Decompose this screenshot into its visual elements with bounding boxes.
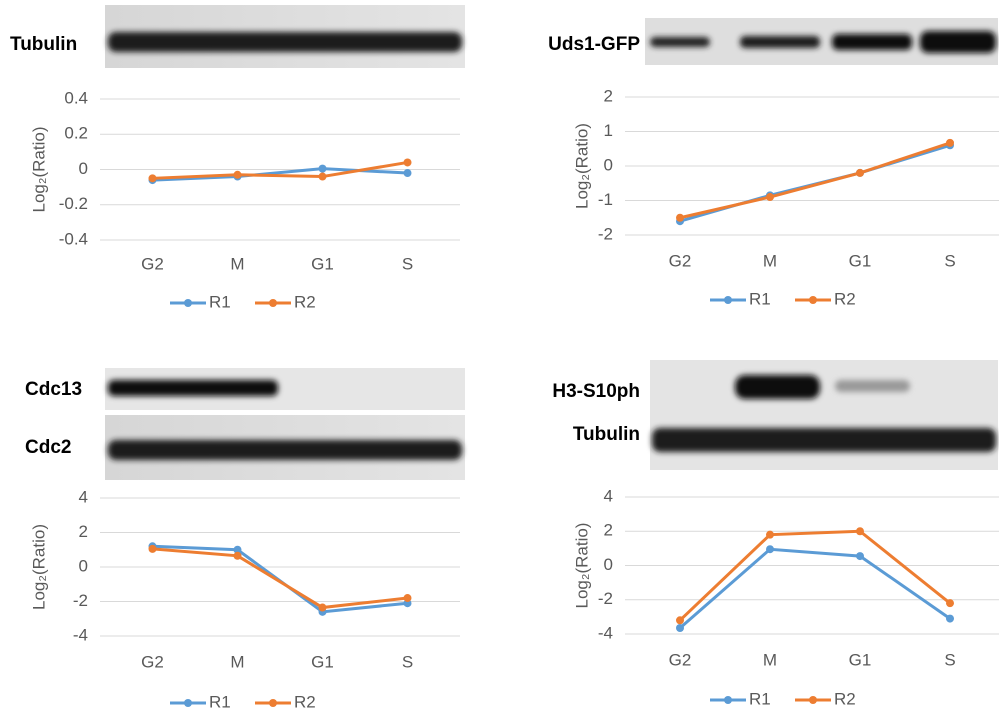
data-point: [319, 173, 327, 181]
data-point: [766, 545, 774, 553]
data-point: [319, 165, 327, 173]
y-tick-label: 2: [604, 86, 613, 105]
data-point: [676, 616, 684, 624]
data-point: [856, 527, 864, 535]
y-tick-label: 0: [79, 159, 88, 178]
y-tick-label: -0.4: [59, 229, 88, 248]
x-tick-label: S: [402, 254, 413, 273]
x-tick-label: G2: [141, 254, 164, 273]
blot-label: Cdc13: [25, 379, 82, 400]
y-tick-label: 0: [604, 155, 613, 174]
x-tick-label: M: [763, 650, 777, 669]
blot-image: [650, 360, 998, 470]
x-tick-label: S: [944, 251, 955, 270]
y-tick-label: -4: [73, 625, 88, 644]
data-point: [404, 169, 412, 177]
y-axis-label: Log₂(Ratio): [572, 523, 591, 609]
data-point: [856, 552, 864, 560]
legend-swatch: [184, 699, 192, 707]
legend-swatch: [809, 696, 817, 704]
blot-image: [105, 368, 465, 480]
y-tick-label: -2: [598, 589, 613, 608]
legend-label: R2: [834, 289, 856, 308]
y-axis-label: Log₂(Ratio): [29, 524, 48, 610]
x-tick-label: M: [763, 251, 777, 270]
x-tick-label: G1: [849, 650, 872, 669]
data-point: [404, 594, 412, 602]
x-tick-label: G1: [849, 251, 872, 270]
y-tick-label: -2: [73, 591, 88, 610]
y-tick-label: 2: [79, 522, 88, 541]
series-line: [680, 549, 950, 628]
x-tick-label: G1: [311, 254, 334, 273]
legend-label: R1: [749, 289, 771, 308]
series-line: [680, 143, 950, 218]
blot-label: Uds1-GFP: [548, 34, 640, 55]
data-point: [234, 552, 242, 560]
data-point: [856, 169, 864, 177]
y-tick-label: 0.2: [64, 124, 88, 143]
y-tick-label: 2: [604, 521, 613, 540]
data-point: [149, 545, 157, 553]
data-point: [766, 193, 774, 201]
data-point: [149, 174, 157, 182]
legend-swatch: [269, 299, 277, 307]
y-tick-label: -0.2: [59, 194, 88, 213]
y-tick-label: -4: [598, 623, 613, 642]
y-tick-label: 0: [79, 556, 88, 575]
y-tick-label: 0.4: [64, 88, 88, 107]
blot-image: [645, 18, 998, 65]
y-axis-label: Log₂(Ratio): [29, 127, 48, 213]
x-tick-label: S: [944, 650, 955, 669]
data-point: [766, 531, 774, 539]
data-point: [234, 171, 242, 179]
blot-label: H3-S10ph: [552, 381, 640, 402]
blot-image: [105, 5, 465, 68]
legend-label: R1: [749, 689, 771, 708]
data-point: [946, 139, 954, 147]
x-tick-label: G2: [669, 251, 692, 270]
legend-label: R2: [294, 292, 316, 311]
data-point: [676, 214, 684, 222]
x-tick-label: G2: [669, 650, 692, 669]
legend-label: R1: [209, 692, 231, 711]
legend-swatch: [724, 696, 732, 704]
data-point: [404, 158, 412, 166]
data-point: [946, 599, 954, 607]
blot-label: Tubulin: [573, 424, 640, 445]
y-tick-label: -1: [598, 190, 613, 209]
figure: Tubulin -0.4 -0.2 0 0.2 0.4 Log₂(Ratio) G2 M G1 S R…: [0, 0, 999, 713]
x-tick-label: G2: [141, 652, 164, 671]
y-tick-label: 4: [604, 486, 613, 505]
legend-label: R2: [834, 689, 856, 708]
y-tick-label: 4: [79, 487, 88, 506]
x-tick-label: M: [230, 254, 244, 273]
series-line: [680, 531, 950, 620]
legend-swatch: [809, 296, 817, 304]
y-axis-label: Log₂(Ratio): [572, 123, 591, 209]
y-tick-label: -2: [598, 224, 613, 243]
y-tick-label: 1: [604, 121, 613, 140]
legend-label: R1: [209, 292, 231, 311]
x-tick-label: S: [402, 652, 413, 671]
legend-label: R2: [294, 692, 316, 711]
blot-label: Cdc2: [25, 437, 71, 458]
data-point: [946, 615, 954, 623]
legend-swatch: [269, 699, 277, 707]
data-point: [676, 624, 684, 632]
data-point: [319, 604, 327, 612]
legend-swatch: [724, 296, 732, 304]
blot-label: Tubulin: [10, 34, 77, 55]
y-tick-label: 0: [604, 555, 613, 574]
legend-swatch: [184, 299, 192, 307]
x-tick-label: M: [230, 652, 244, 671]
x-tick-label: G1: [311, 652, 334, 671]
series-line: [153, 549, 408, 608]
